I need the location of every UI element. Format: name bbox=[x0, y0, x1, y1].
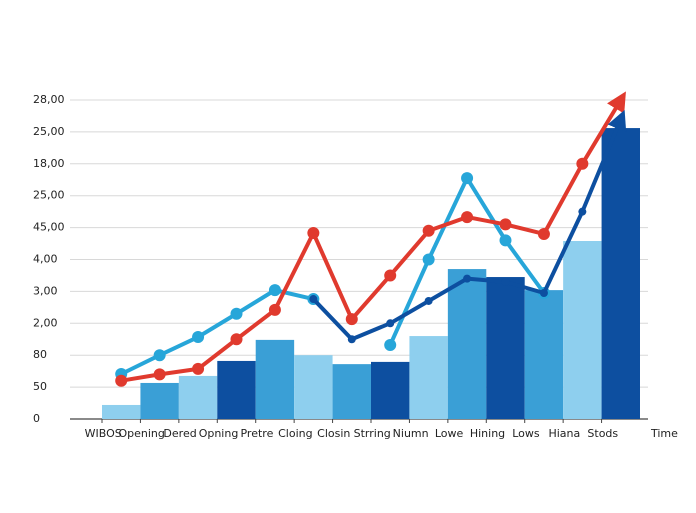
x-tick-label: Closin bbox=[317, 427, 350, 440]
bar bbox=[447, 269, 487, 419]
y-tick-label: 3,00 bbox=[33, 284, 58, 297]
line-point bbox=[499, 234, 512, 247]
line bbox=[120, 91, 626, 383]
line-point bbox=[192, 331, 205, 344]
x-tick-label: Niumn bbox=[393, 427, 429, 440]
bar bbox=[102, 404, 141, 419]
line-point bbox=[230, 333, 243, 346]
line-point bbox=[309, 295, 318, 304]
x-tick-label: Strring bbox=[354, 427, 391, 440]
x-tick-label: Hiana bbox=[548, 427, 580, 440]
line-point bbox=[268, 303, 281, 316]
line-point bbox=[422, 253, 435, 266]
y-tick-label: 0 bbox=[33, 412, 40, 425]
bar bbox=[563, 240, 602, 419]
line-point bbox=[307, 227, 320, 240]
x-tick-label: Lowe bbox=[435, 427, 464, 440]
bar bbox=[601, 128, 640, 419]
line-point bbox=[578, 207, 587, 216]
line-point bbox=[192, 362, 205, 375]
line-point bbox=[461, 172, 474, 185]
line-point bbox=[537, 227, 550, 240]
line-point bbox=[386, 319, 395, 328]
x-tick-label: Hining bbox=[470, 427, 505, 440]
line-point bbox=[384, 269, 397, 282]
line-point bbox=[230, 307, 243, 320]
x-tick-label: Cloing bbox=[278, 427, 312, 440]
y-tick-label: 2,00 bbox=[33, 316, 58, 329]
y-tick-label: 25,00 bbox=[33, 125, 65, 138]
x-axis-label: Time bbox=[650, 427, 678, 440]
line-point bbox=[576, 157, 589, 170]
x-tick-label: Lows bbox=[512, 427, 540, 440]
bar bbox=[371, 361, 410, 419]
line-point bbox=[345, 313, 358, 326]
line-point bbox=[424, 296, 433, 305]
y-tick-label: 80 bbox=[33, 348, 47, 361]
x-tick-label: Opning bbox=[199, 427, 239, 440]
line-point bbox=[384, 338, 397, 351]
bar bbox=[332, 364, 371, 419]
bar bbox=[294, 355, 333, 419]
x-tick-label: Pretre bbox=[240, 427, 273, 440]
line-point bbox=[461, 211, 474, 224]
line-point bbox=[463, 274, 472, 283]
y-tick-label: 18,00 bbox=[33, 157, 65, 170]
y-tick-label: 50 bbox=[33, 380, 47, 393]
line-point bbox=[499, 218, 512, 231]
line-point bbox=[153, 349, 166, 362]
bar bbox=[255, 339, 295, 419]
bar bbox=[486, 277, 525, 419]
line-point bbox=[153, 368, 166, 381]
x-tick-label: Dered bbox=[163, 427, 196, 440]
bar bbox=[524, 290, 564, 419]
y-tick-label: 4,00 bbox=[33, 253, 58, 266]
x-tick-label: Stods bbox=[587, 427, 618, 440]
x-tick-label: Opening bbox=[118, 427, 164, 440]
line-point bbox=[115, 374, 128, 387]
bar bbox=[217, 360, 256, 419]
line-point bbox=[539, 288, 548, 297]
y-tick-label: 45,00 bbox=[33, 221, 65, 234]
x-tick-label: WIBOS bbox=[85, 427, 122, 440]
line-point bbox=[347, 335, 356, 344]
line-point bbox=[501, 277, 510, 286]
line bbox=[120, 288, 314, 376]
y-tick-label: 25,00 bbox=[33, 189, 65, 202]
bar bbox=[178, 375, 218, 419]
bar bbox=[140, 382, 179, 419]
y-tick-label: 28,00 bbox=[33, 93, 65, 106]
bar bbox=[409, 336, 448, 419]
line-point bbox=[268, 284, 281, 297]
line-point bbox=[422, 224, 435, 237]
